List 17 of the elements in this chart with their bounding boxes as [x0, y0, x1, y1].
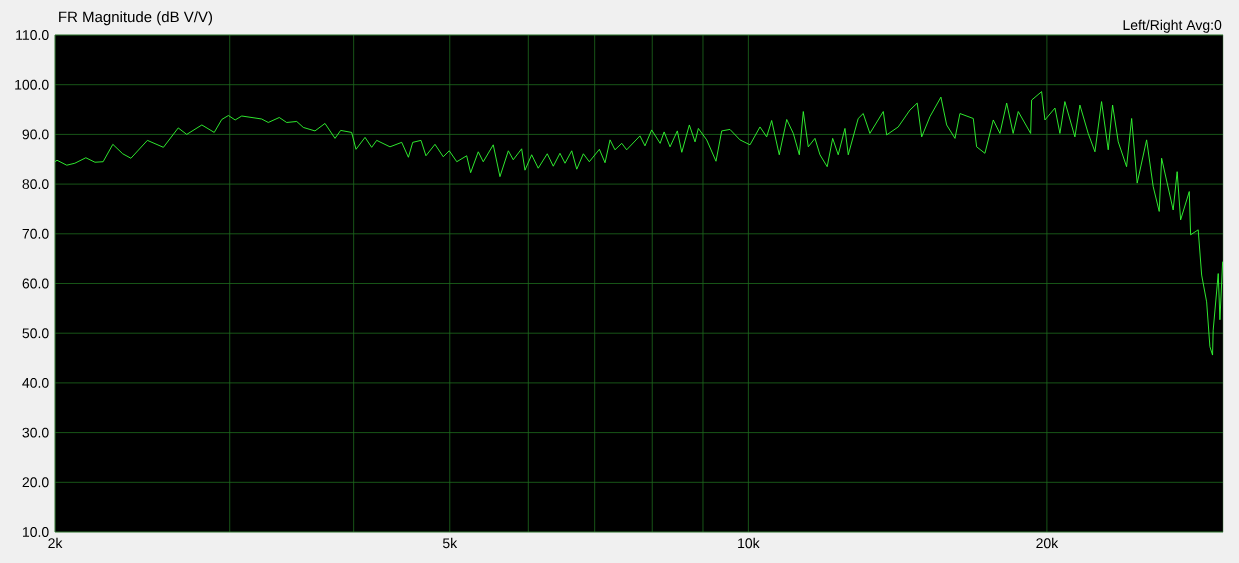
y-tick-label: 80.0 — [22, 179, 49, 190]
y-tick-label: 90.0 — [22, 129, 49, 140]
x-tick-label: 5k — [442, 537, 458, 549]
y-tick-label: 30.0 — [22, 427, 49, 438]
y-tick-label: 60.0 — [22, 278, 49, 289]
y-tick-label: 70.0 — [22, 228, 49, 239]
text: Left/Right Avg:0 — [1123, 19, 1222, 33]
y-tick-label: 20.0 — [22, 477, 49, 488]
y-tick-label: 110.0 — [16, 30, 49, 40]
chart-title: FR Magnitude (dB V/V) — [59, 11, 213, 26]
y-tick-label: 10.0 — [22, 527, 49, 537]
y-tick-label: 40.0 — [22, 377, 49, 388]
x-tick-label: 2k — [48, 537, 63, 549]
y-tick-label: 100.0 — [15, 79, 49, 90]
y-tick-label: 50.0 — [22, 328, 49, 339]
x-tick-label: 20k — [1036, 537, 1059, 549]
x-tick-label: 10k — [738, 537, 760, 549]
